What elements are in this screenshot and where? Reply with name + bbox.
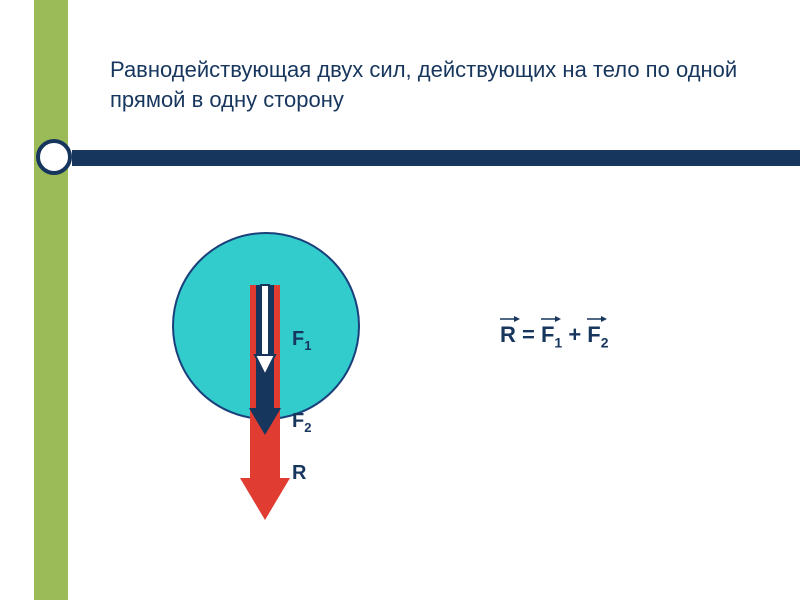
formula-plus: + [562,322,587,347]
bullet-icon [36,139,72,175]
slide-title: Равнодействующая двух сил, действующих н… [110,55,760,114]
label-f2: F2 [292,410,311,435]
formula-f1: F1 [541,322,562,350]
content-area: Равнодействующая двух сил, действующих н… [110,55,760,114]
label-r: R [292,462,306,485]
formula-eq: = [516,322,541,347]
resultant-formula: R = F1 + F2 [500,322,609,350]
vector-arrow-icon [500,315,520,323]
formula-f2: F2 [587,322,608,350]
divider-bar [72,150,800,166]
side-stripe [34,0,68,600]
formula-r: R [500,322,516,348]
force-arrows [170,230,380,540]
title-divider [0,140,800,174]
force-diagram: F1 F2 R [170,230,380,530]
label-f1: F1 [292,328,311,353]
vector-arrow-icon [541,315,561,323]
vector-arrow-icon [587,315,607,323]
